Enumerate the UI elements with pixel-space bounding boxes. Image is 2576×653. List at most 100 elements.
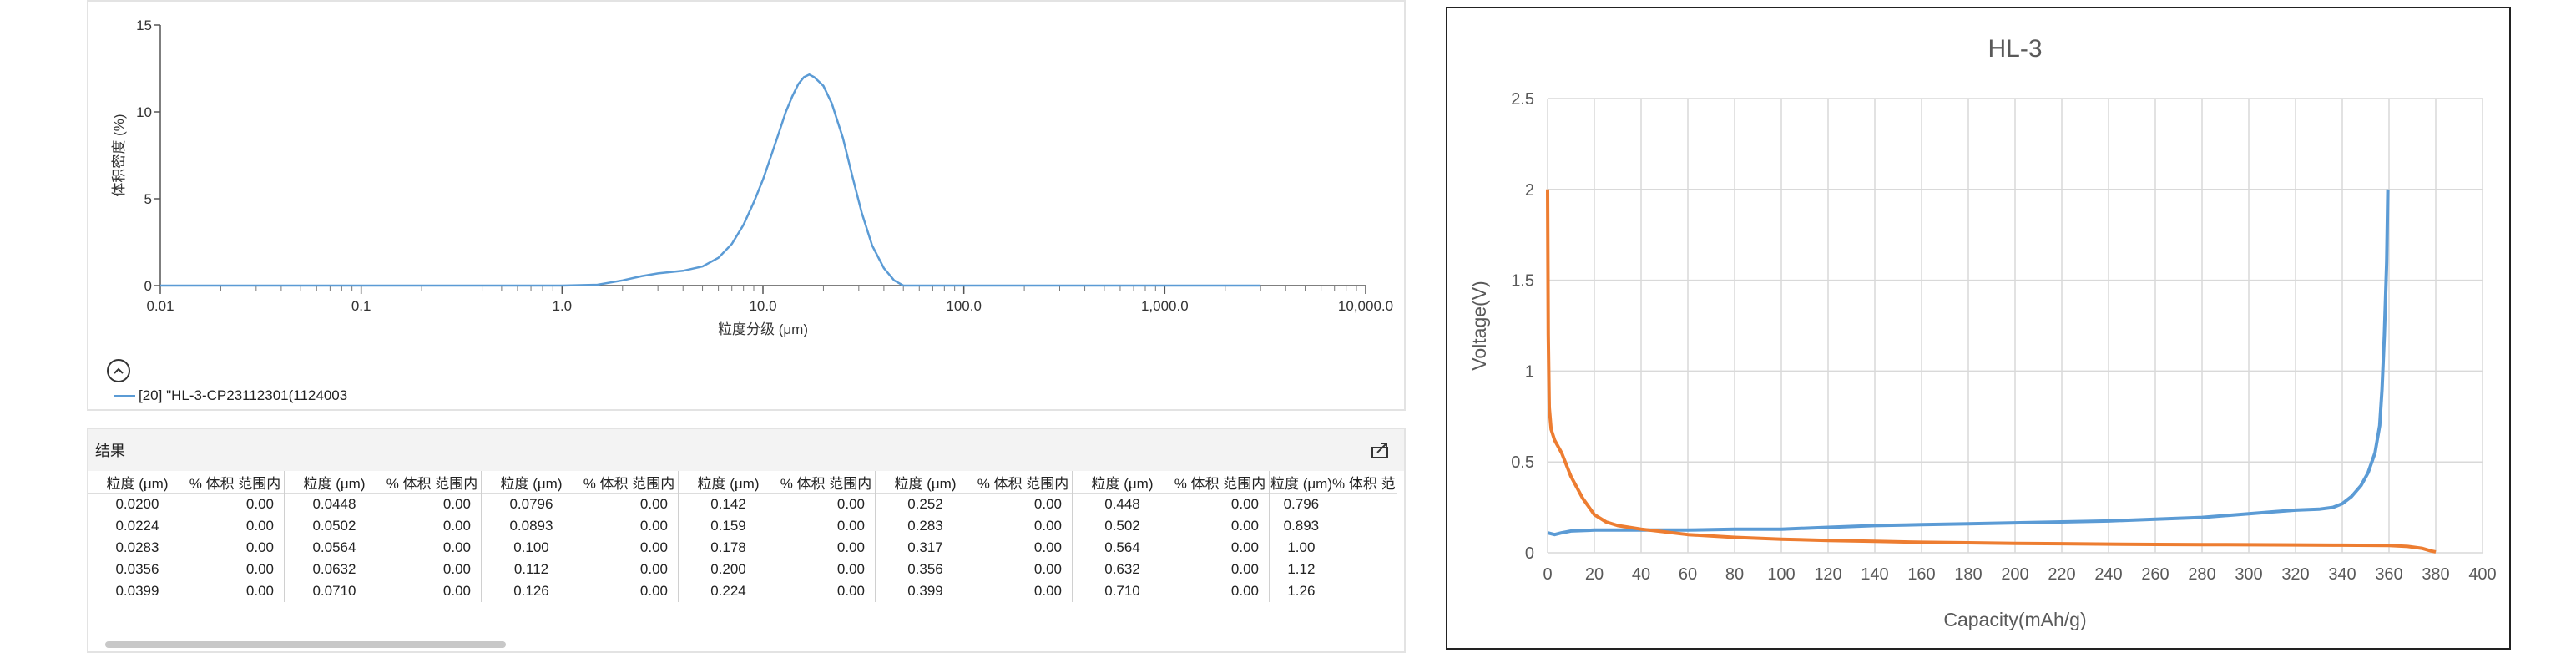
table-row: 0.178 0.00	[679, 537, 875, 559]
horizontal-scrollbar[interactable]	[105, 641, 506, 648]
cell-pct: 0.00	[245, 561, 274, 577]
vc-x-tick-label: 60	[1679, 565, 1697, 584]
vc-x-tick-label: 200	[2001, 565, 2028, 584]
table-row: 0.710 0.00	[1073, 580, 1269, 602]
psd-x-tick-label: 1,000.0	[1141, 298, 1189, 314]
table-row: 0.796	[1270, 494, 1397, 515]
psd-x-tick-label: 0.1	[351, 298, 371, 314]
chevron-up-icon	[114, 367, 124, 374]
vc-y-tick-label: 0.5	[1511, 453, 1534, 472]
cell-size: 0.0399	[115, 583, 159, 599]
results-header-row: 粒度 (μm)% 体积 范围内	[1270, 471, 1397, 494]
cell-size: 0.112	[513, 561, 549, 577]
cell-size: 0.356	[907, 561, 943, 577]
collapse-legend-button[interactable]	[107, 359, 130, 382]
results-column-group: 粒度 (μm)% 体积 范围内 0.448 0.00 0.502 0.00 0.564 0.…	[1073, 471, 1270, 602]
psd-x-tick-label: 10,000.0	[1338, 298, 1393, 314]
col-header-size: 粒度 (μm)	[303, 475, 366, 492]
table-row: 0.0200 0.00	[88, 494, 284, 515]
results-column-group: 粒度 (μm)% 体积 范围内 0.796 0.893 1.00 1.12 1.26	[1270, 471, 1397, 602]
cell-size: 0.178	[710, 539, 746, 555]
vc-x-tick-label: 300	[2235, 565, 2262, 584]
psd-chart: 15 10 5 0 0.01 0.1 1.0 10.0 100.0 1,000.0 10,000.0…	[111, 18, 1393, 337]
psd-legend: [20] "HL-3-CP23112301(1124003	[114, 387, 347, 404]
cell-size: 1.26	[1287, 583, 1316, 599]
cell-size: 0.796	[1283, 496, 1320, 512]
cell-size: 0.564	[1104, 539, 1140, 555]
table-row: 0.0356 0.00	[88, 559, 284, 580]
cell-size: 0.283	[907, 518, 943, 534]
export-icon[interactable]	[1369, 440, 1392, 460]
cell-size: 0.224	[710, 583, 746, 599]
cell-pct: 0.00	[639, 583, 668, 599]
cell-pct: 0.00	[1033, 583, 1062, 599]
table-row: 0.100 0.00	[482, 537, 678, 559]
legend-swatch	[114, 395, 135, 397]
table-row: 0.448 0.00	[1073, 494, 1269, 515]
table-row: 0.0448 0.00	[285, 494, 481, 515]
cell-size: 0.0502	[312, 518, 356, 534]
cell-size: 0.142	[710, 496, 746, 512]
table-row: 0.0399 0.00	[88, 580, 284, 602]
cell-size: 0.159	[710, 518, 746, 534]
cell-pct: 0.00	[1230, 561, 1259, 577]
psd-y-tick-label: 10	[136, 104, 152, 120]
cell-size: 0.0356	[115, 561, 159, 577]
cell-pct: 0.00	[836, 539, 865, 555]
cell-pct: 0.00	[442, 518, 471, 534]
col-header-size: 粒度 (μm)	[1091, 475, 1154, 492]
cell-size: 1.12	[1287, 561, 1316, 577]
table-row: 0.0710 0.00	[285, 580, 481, 602]
vc-x-tick-label: 0	[1543, 565, 1552, 584]
results-table: 粒度 (μm)% 体积 范围内 0.0200 0.00 0.0224 0.00 0.028…	[88, 471, 1404, 602]
vc-title: HL-3	[1988, 35, 2042, 63]
col-header-size: 粒度 (μm)	[106, 475, 169, 492]
vc-x-tick-label: 380	[2422, 565, 2449, 584]
vc-x-tick-label: 240	[2094, 565, 2122, 584]
cell-size: 1.00	[1287, 539, 1316, 555]
results-header-row: 粒度 (μm)% 体积 范围内	[285, 471, 481, 494]
col-header-size: 粒度 (μm)	[894, 475, 957, 492]
table-row: 0.283 0.00	[876, 515, 1072, 537]
cell-pct: 0.00	[1230, 583, 1259, 599]
vc-x-tick-label: 120	[1814, 565, 1841, 584]
cell-size: 0.200	[710, 561, 746, 577]
col-header-pct: % 体积 范围内	[977, 475, 1069, 492]
vc-x-tick-label: 100	[1767, 565, 1795, 584]
cell-size: 0.126	[513, 583, 549, 599]
cell-pct: 0.00	[245, 583, 274, 599]
vc-y-tick-label: 1	[1525, 362, 1534, 381]
cell-size: 0.0564	[312, 539, 356, 555]
psd-chart-frame: 15 10 5 0 0.01 0.1 1.0 10.0 100.0 1,000.0 10,000.0…	[87, 0, 1406, 411]
voltage-capacity-chart: 0 20 40 60 80 100 120 140 160 180 200 220 240 260 280 3…	[1468, 35, 2497, 630]
cell-size: 0.0710	[312, 583, 356, 599]
table-row: 0.893	[1270, 515, 1397, 537]
vc-x-tick-label: 260	[2141, 565, 2169, 584]
vc-series-orange-line	[1546, 189, 2437, 554]
table-row: 0.200 0.00	[679, 559, 875, 580]
table-row: 0.159 0.00	[679, 515, 875, 537]
vc-x-tick-label: 280	[2188, 565, 2215, 584]
psd-x-axis-label: 粒度分级 (μm)	[718, 321, 808, 337]
table-row: 0.0502 0.00	[285, 515, 481, 537]
vc-x-tick-label: 400	[2468, 565, 2496, 584]
results-column-group: 粒度 (μm)% 体积 范围内 0.0448 0.00 0.0502 0.00 0.056…	[285, 471, 482, 602]
results-header-row: 粒度 (μm) % 体积 范围内	[876, 471, 1072, 494]
results-header: 结果	[88, 429, 1404, 471]
vc-y-tick-label: 2	[1525, 181, 1534, 200]
cell-size: 0.0283	[115, 539, 159, 555]
col-header-pct: % 体积 范围内	[189, 475, 281, 492]
cell-size: 0.502	[1104, 518, 1140, 534]
cell-size: 0.100	[513, 539, 549, 555]
table-row: 0.224 0.00	[679, 580, 875, 602]
col-header-pct: % 体积 范围内	[780, 475, 872, 492]
col-header-pct: % 体积 范围内	[583, 475, 675, 492]
table-row: 0.142 0.00	[679, 494, 875, 515]
legend-label: [20] "HL-3-CP23112301(1124003	[139, 387, 348, 403]
cell-size: 0.448	[1104, 496, 1140, 512]
table-row: 0.0632 0.00	[285, 559, 481, 580]
cell-pct: 0.00	[442, 539, 471, 555]
cell-pct: 0.00	[245, 539, 274, 555]
table-row: 0.112 0.00	[482, 559, 678, 580]
cell-pct: 0.00	[836, 583, 865, 599]
